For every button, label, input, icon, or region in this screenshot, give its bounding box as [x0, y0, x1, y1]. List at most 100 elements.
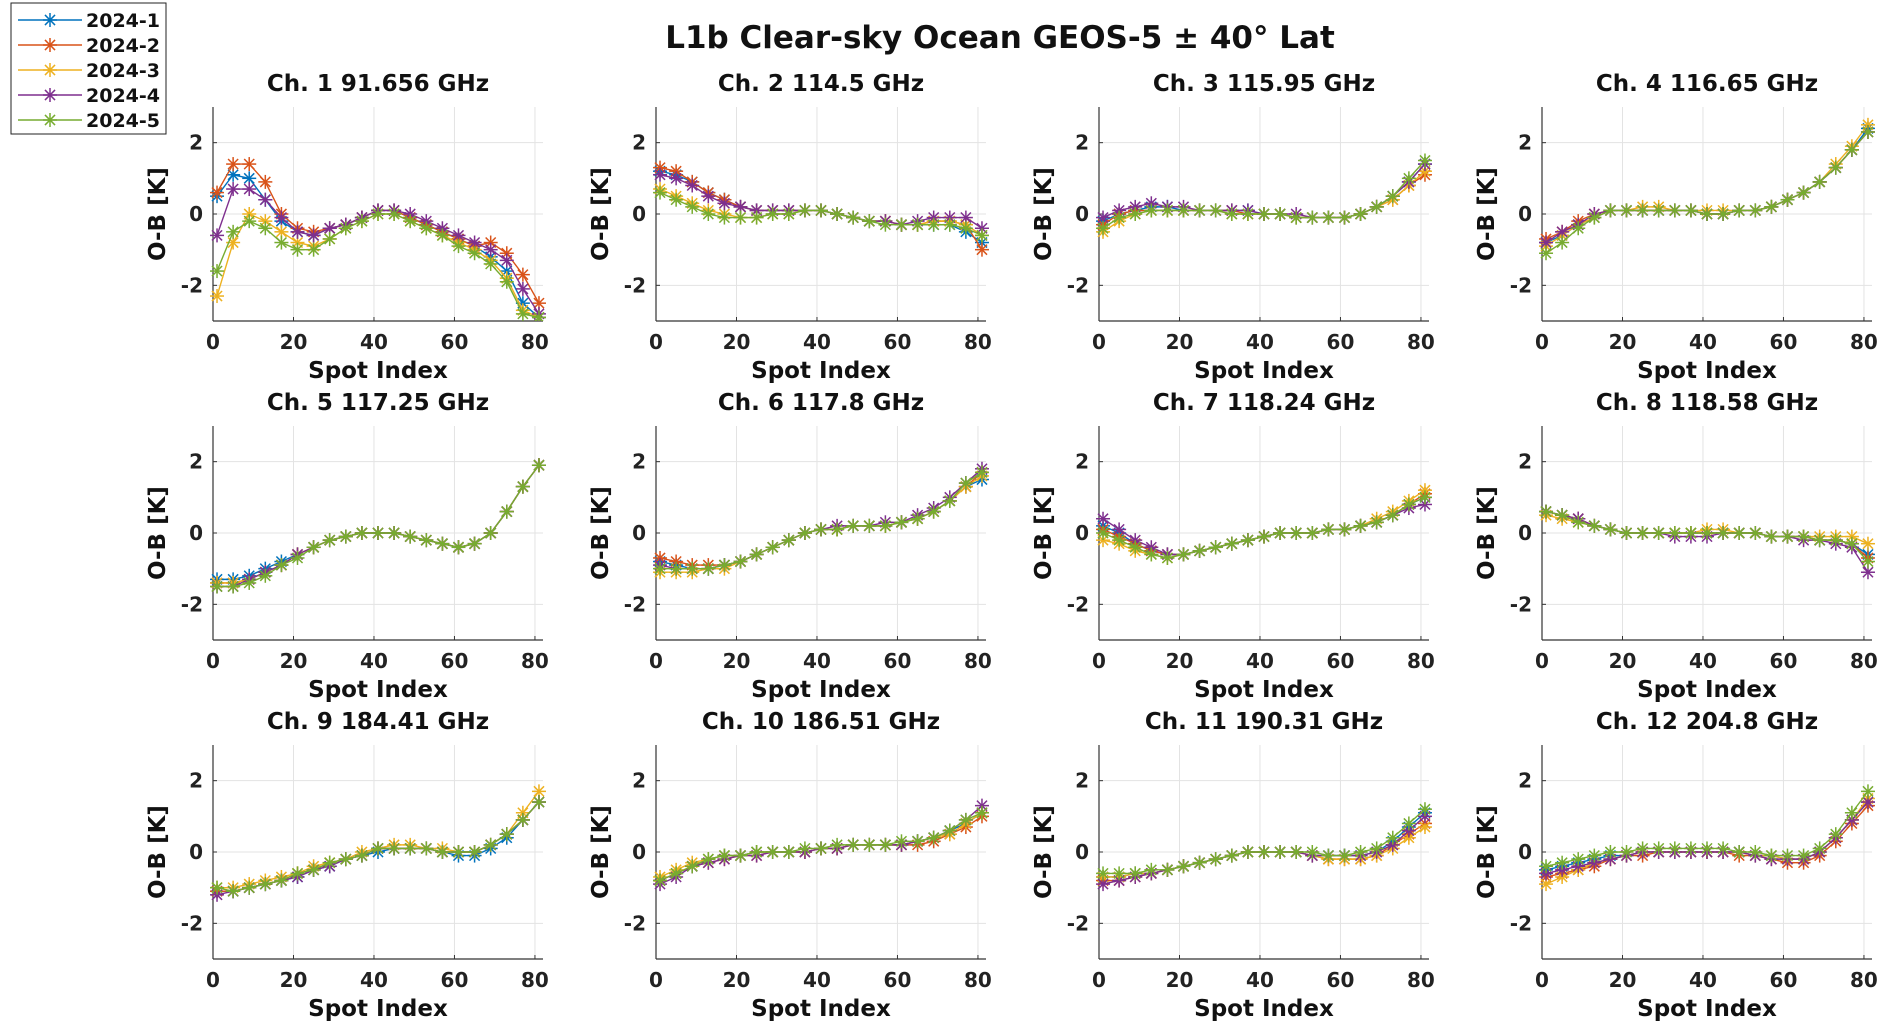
data-point — [1587, 518, 1602, 533]
x-tick-label: 40 — [1246, 330, 1274, 354]
x-tick-label: 60 — [1770, 968, 1798, 992]
data-point — [387, 526, 402, 540]
data-point — [1571, 221, 1586, 236]
data-point — [862, 214, 877, 229]
data-point — [1796, 529, 1811, 544]
x-tick-label: 40 — [1689, 968, 1717, 992]
data-point — [1619, 845, 1634, 859]
data-point — [653, 873, 668, 888]
data-point — [1700, 526, 1714, 540]
subplot-3: 0 20 40 60 80 -2 0 2 Ch. 3 115.95 GHz Spot Index O… — [1031, 71, 1435, 384]
data-point — [258, 174, 273, 189]
y-axis-label: O-B [K] — [588, 805, 614, 899]
data-point — [1305, 210, 1320, 225]
data-point — [1112, 210, 1127, 225]
subplot-title: Ch. 8 118.58 GHz — [1596, 390, 1818, 416]
data-point — [322, 855, 337, 870]
data-point — [1385, 830, 1400, 845]
x-tick-label: 20 — [723, 330, 751, 354]
data-point — [1812, 841, 1827, 856]
data-point — [1844, 805, 1859, 820]
data-point — [226, 157, 241, 172]
data-point — [846, 837, 861, 852]
data-point — [974, 242, 989, 257]
data-point — [306, 862, 321, 877]
data-point — [1385, 508, 1400, 523]
data-point — [1240, 533, 1255, 548]
data-point — [1353, 518, 1368, 533]
series-2024-5 — [210, 458, 546, 594]
data-point — [830, 207, 845, 221]
data-point — [499, 827, 514, 842]
data-point — [306, 242, 321, 257]
data-point — [1780, 848, 1795, 863]
y-tick-label: 2 — [1518, 450, 1532, 474]
data-point — [1208, 852, 1223, 867]
data-point — [515, 281, 530, 296]
x-tick-label: 40 — [1689, 649, 1717, 673]
data-point — [685, 178, 700, 193]
y-tick-label: 2 — [632, 131, 646, 155]
data-point — [435, 845, 450, 859]
data-point — [781, 845, 796, 859]
data-point — [483, 526, 498, 540]
x-tick-label: 80 — [1407, 649, 1435, 673]
data-point — [226, 884, 241, 899]
data-point — [1369, 515, 1384, 530]
data-point — [1764, 529, 1779, 544]
series-line — [659, 468, 983, 570]
y-tick-label: 2 — [1075, 131, 1089, 155]
data-point — [1321, 210, 1336, 225]
data-point — [1289, 526, 1304, 540]
y-tick-label: 0 — [1518, 521, 1532, 545]
x-tick-label: 40 — [1246, 649, 1274, 673]
data-point — [717, 558, 732, 573]
data-point — [1539, 246, 1554, 261]
x-tick-label: 0 — [1535, 330, 1549, 354]
y-tick-label: -2 — [624, 911, 646, 935]
x-tick-label: 40 — [803, 649, 831, 673]
data-point — [1417, 802, 1432, 817]
y-tick-label: 2 — [189, 450, 203, 474]
y-tick-label: -2 — [1510, 592, 1532, 616]
x-axis-label: Spot Index — [751, 996, 891, 1022]
x-tick-label: 60 — [441, 330, 469, 354]
data-point — [499, 504, 514, 519]
data-point — [1667, 203, 1682, 218]
data-point — [1683, 526, 1698, 540]
data-point — [1603, 845, 1618, 859]
y-tick-label: 0 — [189, 840, 203, 864]
x-tick-label: 60 — [884, 330, 912, 354]
data-point — [258, 192, 273, 207]
data-point — [1716, 526, 1731, 540]
data-point — [1337, 848, 1352, 863]
plot-area — [210, 458, 546, 594]
data-point — [210, 228, 225, 243]
data-point — [1401, 497, 1416, 512]
data-point — [515, 267, 530, 282]
y-tick-label: -2 — [181, 911, 203, 935]
y-axis-label: O-B [K] — [145, 805, 171, 899]
series-2024-4 — [1539, 795, 1875, 881]
data-point — [1385, 189, 1400, 204]
data-point — [210, 289, 225, 304]
y-tick-label: 2 — [632, 450, 646, 474]
data-point — [910, 217, 925, 232]
data-point — [210, 880, 225, 895]
data-point — [653, 185, 668, 200]
data-point — [862, 518, 877, 533]
data-point — [1176, 859, 1191, 874]
y-tick-label: 0 — [1075, 202, 1089, 226]
data-point — [1716, 841, 1731, 856]
data-point — [290, 550, 305, 565]
y-tick-label: -2 — [1067, 273, 1089, 297]
series-2024-5 — [210, 207, 546, 321]
data-point — [942, 823, 957, 838]
x-tick-label: 80 — [521, 968, 549, 992]
data-point — [419, 533, 434, 548]
subplot-11: 0 20 40 60 80 -2 0 2 Ch. 11 190.31 GHz Spot Index… — [1031, 709, 1435, 1022]
data-point — [1401, 816, 1416, 831]
x-tick-label: 60 — [441, 649, 469, 673]
series-2024-2 — [653, 465, 989, 573]
